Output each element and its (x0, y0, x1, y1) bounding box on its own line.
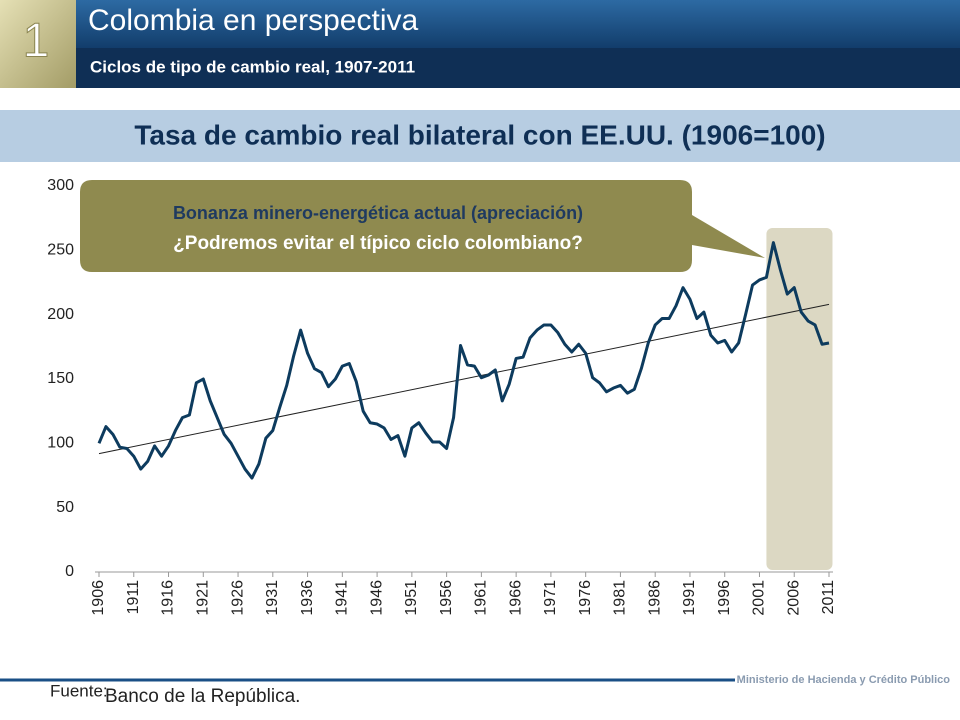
slide-number: 1 (23, 15, 50, 68)
callout-line-1: Bonanza minero-energética actual (apreci… (173, 203, 583, 223)
slide-subtitle: Ciclos de tipo de cambio real, 1907-2011 (90, 57, 415, 76)
data-line (97, 241, 830, 480)
x-tick-label: 1936 (299, 580, 316, 616)
y-tick-label: 300 (47, 177, 74, 194)
x-tick-label: 1906 (90, 580, 107, 616)
x-tick-label: 2006 (785, 580, 802, 616)
x-tick-label: 1931 (264, 580, 281, 616)
y-tick-label: 0 (65, 563, 74, 580)
y-tick-label: 250 (47, 242, 74, 259)
y-tick-label: 200 (47, 306, 74, 323)
x-tick-label: 1996 (716, 580, 733, 616)
source: Banco de la República. (105, 686, 300, 707)
x-tick-label: 1911 (125, 580, 142, 615)
x-tick-label: 1946 (368, 580, 385, 616)
callout-box (80, 180, 765, 272)
chart-title-bar (0, 110, 960, 162)
x-tick-label: 1941 (334, 580, 351, 616)
x-tick-label: 1976 (577, 580, 594, 616)
trend-line (98, 303, 830, 455)
x-tick-label: 2011 (820, 580, 837, 615)
y-tick-label: 50 (56, 499, 74, 516)
x-tick-label: 1961 (473, 580, 490, 616)
y-tick-label: 150 (47, 370, 74, 387)
x-tick-label: 1986 (646, 580, 663, 616)
x-tick-label: 1921 (195, 580, 212, 616)
y-tick-label: 100 (47, 435, 74, 452)
slide-title: Colombia en perspectiva (88, 4, 418, 37)
chart-title: Tasa de cambio real bilateral con EE.UU.… (134, 119, 825, 150)
x-tick-label: 1951 (403, 580, 420, 616)
x-tick-label: 2001 (751, 580, 768, 616)
x-tick-label: 1991 (681, 580, 698, 616)
x-tick-label: 1971 (542, 580, 559, 616)
source-label: Fuente: (50, 681, 108, 700)
highlight-band (766, 228, 833, 570)
header-bar (70, 0, 960, 48)
x-tick-label: 1926 (229, 580, 246, 616)
header-sub-bar (70, 48, 960, 88)
number-box (0, 0, 76, 88)
x-tick-label: 1956 (438, 580, 455, 616)
x-tick-label: 1916 (160, 580, 177, 616)
x-tick-label: 1966 (507, 580, 524, 616)
ministry: Ministerio de Hacienda y Crédito Público (737, 674, 951, 686)
x-tick-label: 1981 (612, 580, 629, 616)
callout-line-2: ¿Podremos evitar el típico ciclo colombi… (173, 233, 583, 254)
